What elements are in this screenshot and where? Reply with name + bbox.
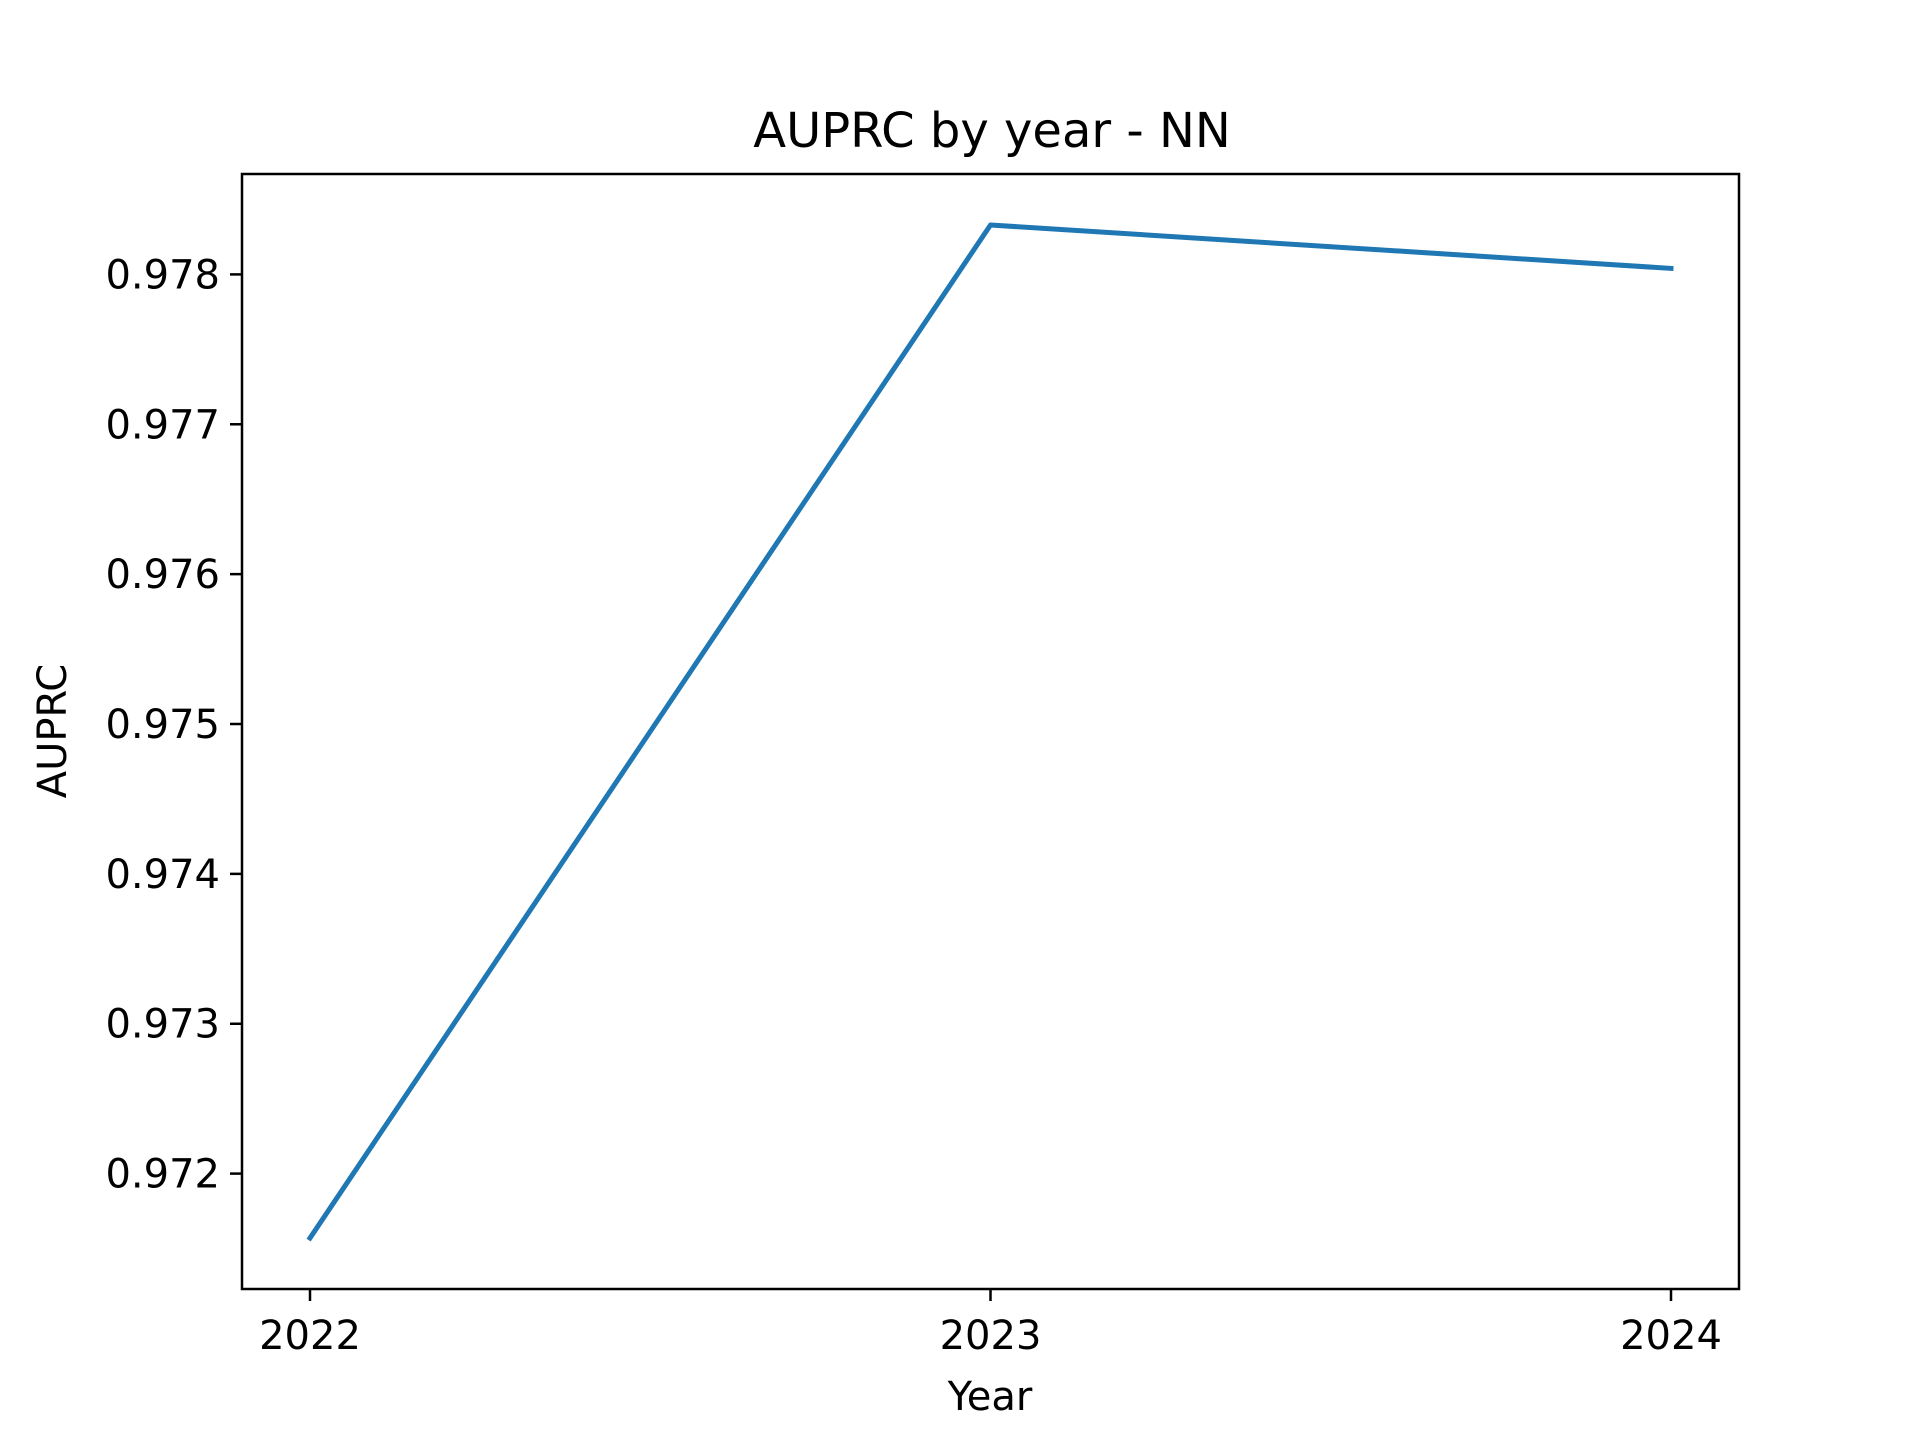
x-tick-label: 2022: [259, 1313, 361, 1359]
y-tick-label: 0.975: [105, 702, 220, 748]
plot-area-frame: [240, 172, 1741, 1291]
y-tick-label: 0.973: [105, 1002, 220, 1048]
x-axis-label: Year: [947, 1374, 1033, 1420]
x-axis-ticks: 2022 2023 2024: [259, 1289, 1722, 1359]
y-tick-label: 0.972: [105, 1152, 220, 1198]
y-axis-ticks: 0.972 0.973 0.974 0.975 0.976 0.977 0.978: [105, 252, 242, 1198]
y-tick-label: 0.978: [105, 252, 220, 298]
y-tick-label: 0.974: [105, 852, 220, 898]
series-line-auprc: [306, 222, 1674, 1242]
x-tick-label: 2023: [940, 1313, 1042, 1359]
y-tick-label: 0.976: [105, 552, 220, 598]
chart-title: AUPRC by year - NN: [753, 103, 1231, 159]
x-tick-label: 2024: [1620, 1313, 1722, 1359]
y-tick-label: 0.977: [105, 402, 220, 448]
y-axis-label: AUPRC: [30, 664, 76, 799]
